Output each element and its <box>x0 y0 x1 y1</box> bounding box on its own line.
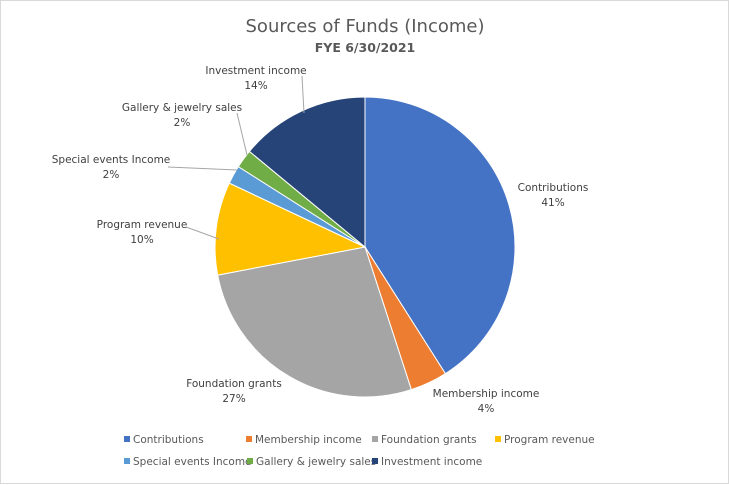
legend-label-investment-income: Investment income <box>381 456 482 468</box>
chart-subtitle: FYE 6/30/2021 <box>315 40 416 55</box>
chart-title: Sources of Funds (Income) <box>246 16 485 37</box>
legend-label-special-events-income: Special events Income <box>133 456 252 468</box>
legend-swatch-program-revenue <box>495 436 501 442</box>
data-label-value-gallery-and-jewelry-sales: 2% <box>174 117 191 129</box>
data-label-value-membership-income: 4% <box>478 403 495 415</box>
legend-label-program-revenue: Program revenue <box>504 434 595 446</box>
legend-swatch-investment-income <box>372 458 378 464</box>
data-label-value-investment-income: 14% <box>244 80 267 92</box>
legend-label-gallery-and-jewelry-sales: Gallery & jewelry sales <box>256 456 376 468</box>
legend-label-foundation-grants: Foundation grants <box>381 434 477 446</box>
legend-swatch-special-events-income <box>124 458 130 464</box>
legend: Contributions Membership income Foundation… <box>124 434 595 468</box>
data-label-name-program-revenue: Program revenue <box>97 219 188 231</box>
legend-swatch-membership-income <box>246 436 252 442</box>
legend-swatch-foundation-grants <box>372 436 378 442</box>
leader-line-special-events-income <box>167 166 238 171</box>
pie-slice-contributions <box>364 96 516 375</box>
leader-lines <box>167 75 305 240</box>
pie-slice-investment-income <box>248 96 366 249</box>
legend-label-membership-income: Membership income <box>255 434 362 446</box>
leader-line-program-revenue <box>185 226 220 240</box>
legend-swatch-contributions <box>124 436 130 442</box>
data-label-name-foundation-grants: Foundation grants <box>186 378 282 390</box>
data-labels: Contributions 41% Membership income 4% Found… <box>52 65 589 415</box>
pie-slice-foundation-grants <box>217 246 412 398</box>
data-label-value-program-revenue: 10% <box>130 234 153 246</box>
data-label-name-special-events-income: Special events Income <box>52 154 171 166</box>
data-label-name-gallery-and-jewelry-sales: Gallery & jewelry sales <box>122 102 242 114</box>
data-label-name-contributions: Contributions <box>518 182 589 194</box>
legend-swatch-gallery-and-jewelry-sales <box>247 458 253 464</box>
legend-label-contributions: Contributions <box>133 434 204 446</box>
data-label-value-contributions: 41% <box>541 197 564 209</box>
leader-line-investment-income <box>301 75 305 114</box>
data-label-name-membership-income: Membership income <box>433 388 540 400</box>
leader-line-gallery-and-jewelry-sales <box>236 112 248 156</box>
data-label-value-foundation-grants: 27% <box>222 393 245 405</box>
data-label-value-special-events-income: 2% <box>103 169 120 181</box>
pie-slice-program-revenue <box>214 182 367 276</box>
data-label-name-investment-income: Investment income <box>205 65 306 77</box>
pie-slices <box>214 96 516 398</box>
